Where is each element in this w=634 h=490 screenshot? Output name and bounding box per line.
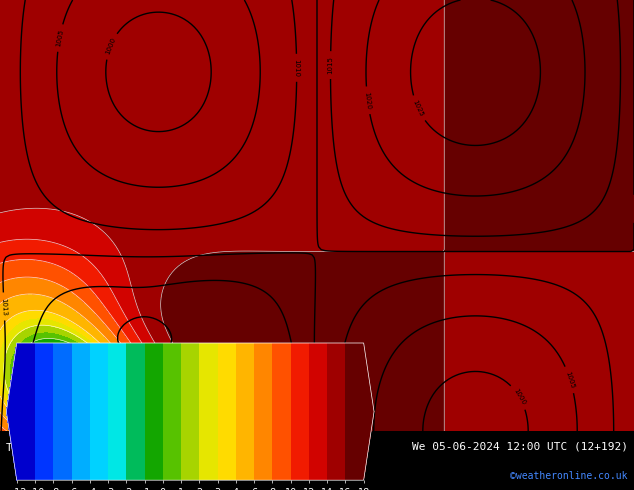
Text: 1005: 1005 <box>564 370 576 389</box>
Text: 1005: 1005 <box>55 28 64 48</box>
Text: 1013: 1013 <box>1 297 8 316</box>
Text: 1013: 1013 <box>631 200 634 218</box>
Text: 1015: 1015 <box>292 360 301 378</box>
Text: 1020: 1020 <box>176 390 194 399</box>
Text: 1020: 1020 <box>364 91 372 110</box>
Text: We 05-06-2024 12:00 UTC (12+192): We 05-06-2024 12:00 UTC (12+192) <box>411 442 628 452</box>
Text: 1000: 1000 <box>512 388 526 406</box>
Text: 1000: 1000 <box>105 37 117 55</box>
Text: 1015: 1015 <box>141 353 159 361</box>
Text: 1010: 1010 <box>294 59 300 77</box>
Text: 1010: 1010 <box>334 398 340 416</box>
PathPatch shape <box>6 343 16 480</box>
Text: 1025: 1025 <box>411 99 425 118</box>
Text: ©weatheronline.co.uk: ©weatheronline.co.uk <box>510 471 628 481</box>
PathPatch shape <box>364 343 374 480</box>
Text: 1015: 1015 <box>327 56 333 74</box>
Text: Theta-W 850hPa [hPa] ECMWF: Theta-W 850hPa [hPa] ECMWF <box>6 442 182 452</box>
